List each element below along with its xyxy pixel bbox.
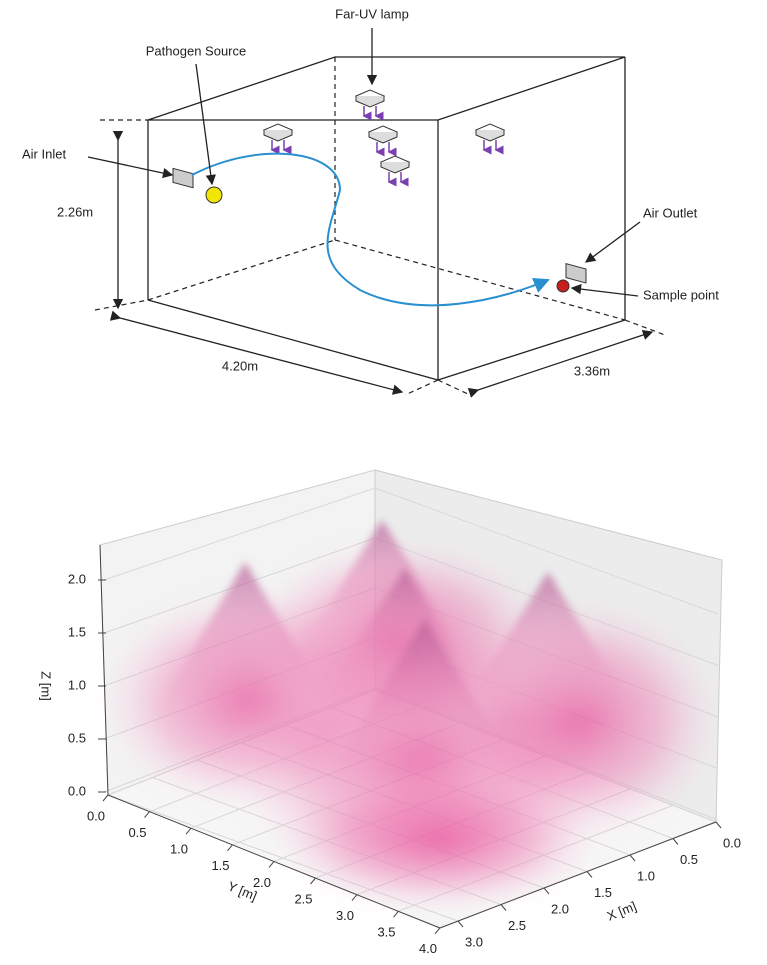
x-tick bbox=[672, 838, 679, 845]
x-tick bbox=[715, 821, 722, 829]
y-tick bbox=[310, 877, 316, 885]
callouts bbox=[87, 28, 641, 297]
y-tick bbox=[102, 794, 109, 802]
lamps bbox=[264, 90, 504, 182]
y-tick bbox=[351, 894, 358, 901]
x-tick bbox=[543, 887, 550, 895]
sample-label: Sample point bbox=[643, 287, 719, 302]
y-tick-label: 3.5 bbox=[377, 925, 395, 940]
outlet-label: Air Outlet bbox=[643, 205, 698, 220]
x-axis-label: X [m] bbox=[605, 898, 639, 923]
x-tick bbox=[457, 920, 464, 928]
room-box bbox=[94, 56, 666, 396]
grid-line bbox=[103, 487, 376, 581]
y-tick bbox=[434, 927, 441, 935]
pathogen-source bbox=[205, 186, 223, 204]
y-tick-label: 4.0 bbox=[419, 941, 437, 956]
inlet-label: Air Inlet bbox=[22, 146, 66, 161]
x-tick-label: 0.5 bbox=[680, 852, 698, 867]
x-tick-label: 2.5 bbox=[508, 918, 526, 933]
y-tick-label: 1.5 bbox=[211, 858, 229, 873]
x-tick-label: 0.0 bbox=[723, 835, 741, 850]
sample-point bbox=[556, 279, 570, 293]
x-tick-label: 2.0 bbox=[551, 901, 569, 916]
z-tick-label: 0.5 bbox=[68, 730, 86, 745]
z-tick-label: 1.5 bbox=[68, 624, 86, 639]
y-tick bbox=[227, 844, 233, 852]
y-tick bbox=[268, 861, 275, 868]
height-label: 2.26m bbox=[57, 204, 93, 219]
x-tick bbox=[500, 904, 507, 911]
air-inlet bbox=[172, 167, 194, 189]
x-tick-label: 3.0 bbox=[465, 934, 483, 949]
y-tick-label: 2.5 bbox=[294, 891, 312, 906]
z-axis-label: Z [m] bbox=[39, 671, 54, 701]
y-tick-label: 3.0 bbox=[336, 908, 354, 923]
x-tick bbox=[586, 871, 593, 878]
y-tick-label: 2.0 bbox=[253, 875, 271, 890]
length-label: 4.20m bbox=[222, 358, 258, 373]
y-tick-label: 0.0 bbox=[87, 808, 105, 823]
air-outlet bbox=[565, 263, 587, 284]
source-label: Pathogen Source bbox=[146, 43, 246, 58]
y-tick bbox=[393, 910, 399, 918]
x-tick-label: 1.5 bbox=[594, 885, 612, 900]
x-tick-label: 1.0 bbox=[637, 868, 655, 883]
dimension-lines bbox=[109, 130, 654, 398]
x-tick bbox=[629, 854, 636, 862]
grid-line bbox=[374, 487, 719, 615]
z-tick-label: 2.0 bbox=[68, 571, 86, 586]
airflow bbox=[191, 152, 550, 307]
y-tick-label: 1.0 bbox=[170, 842, 188, 857]
y-tick bbox=[144, 811, 150, 818]
lamp-label: Far-UV lamp bbox=[335, 6, 409, 21]
y-tick-label: 0.5 bbox=[128, 825, 146, 840]
z-tick-label: 1.0 bbox=[68, 677, 86, 692]
uv-field bbox=[100, 520, 720, 910]
width-label: 3.36m bbox=[574, 363, 610, 378]
y-tick bbox=[185, 827, 192, 835]
z-tick-label: 0.0 bbox=[68, 783, 86, 798]
